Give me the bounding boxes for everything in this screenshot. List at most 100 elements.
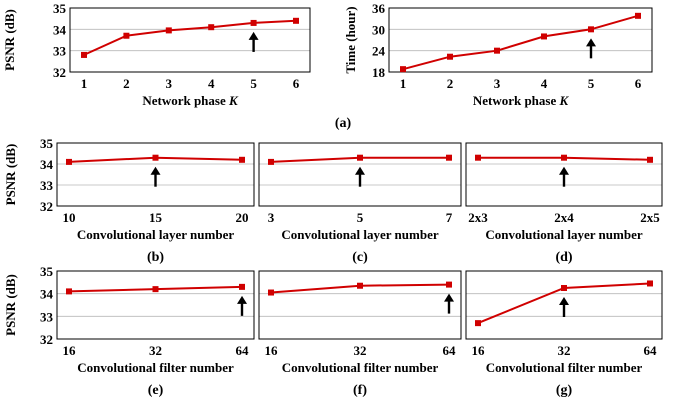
y-tick-label: 32 <box>53 65 66 80</box>
arrow-head <box>559 297 569 305</box>
series-line <box>83 19 297 56</box>
x-axis-label-text: Convolutional filter number <box>486 360 643 375</box>
x-tick-label: 15 <box>149 210 163 225</box>
data-point <box>123 32 130 39</box>
x-tick-label: 16 <box>265 343 279 358</box>
data-point <box>152 154 159 161</box>
y-tick-label: 36 <box>372 1 386 16</box>
x-tick-label: 5 <box>250 76 257 91</box>
y-tick-label: 33 <box>53 44 67 59</box>
x-axis-label-symbol: K <box>559 93 570 108</box>
data-point <box>239 156 245 163</box>
x-tick-label: 5 <box>588 76 595 91</box>
x-tick-label: 3 <box>166 76 173 91</box>
x-tick-label: 20 <box>236 210 249 225</box>
x-tick-label: 7 <box>446 210 453 225</box>
x-axis-label-text: Convolutional filter number <box>77 360 234 375</box>
chart-a2: 18 24 30 36 1 2 3 4 5 6 Time (hour) Network phase K <box>343 1 653 108</box>
selection-arrow <box>237 295 247 316</box>
x-axis-label-text: Convolutional filter number <box>282 360 439 375</box>
x-axis-label-text: Network phase <box>142 93 229 108</box>
data-point <box>152 286 159 293</box>
data-point <box>268 158 274 165</box>
x-tick-label: 16 <box>63 343 77 358</box>
arrow-head <box>559 166 569 175</box>
x-axis-label: Convolutional layer number <box>77 227 234 242</box>
data-point <box>81 51 87 58</box>
selection-arrow <box>559 297 569 317</box>
x-tick-label: 4 <box>541 76 548 91</box>
selection-arrow <box>586 38 596 59</box>
selection-arrow <box>150 166 161 187</box>
x-tick-label: 2 <box>447 76 454 91</box>
x-axis-label: Convolutional layer number <box>281 227 438 242</box>
x-axis-label: Convolutional layer number <box>485 227 642 242</box>
panel-label: (g) <box>556 383 573 398</box>
data-point <box>635 12 641 19</box>
data-point <box>446 281 452 288</box>
selection-arrow <box>559 166 569 187</box>
x-tick-label: 16 <box>472 343 486 358</box>
series-line <box>402 14 639 71</box>
plot-frame <box>69 7 311 73</box>
panel-label-a: (a) <box>335 116 352 131</box>
arrow-head <box>150 166 161 175</box>
x-tick-label: 2x4 <box>554 210 574 225</box>
plot-frame <box>388 7 653 73</box>
panel-label: (d) <box>555 250 572 265</box>
y-tick-label: 30 <box>372 22 385 37</box>
data-point <box>647 280 653 287</box>
data-point <box>66 158 72 165</box>
x-axis-label: Network phase K <box>473 93 570 108</box>
data-point <box>239 283 245 290</box>
y-axis-label: Time (hour) <box>343 6 358 73</box>
arrow-head <box>248 31 259 40</box>
y-tick-label: 34 <box>40 287 54 302</box>
data-point <box>293 17 299 24</box>
data-point <box>357 282 363 289</box>
data-point <box>561 285 567 291</box>
x-tick-label: 2 <box>123 76 130 91</box>
data-point <box>494 47 500 54</box>
data-point <box>66 288 72 295</box>
data-point <box>357 154 363 161</box>
y-tick-label: 18 <box>372 65 386 80</box>
y-tick-label: 34 <box>40 157 54 172</box>
plot-frame <box>258 142 462 207</box>
arrow-head <box>355 166 365 175</box>
arrow-head <box>586 38 596 47</box>
plot-frame <box>258 270 462 340</box>
x-tick-label: 64 <box>443 343 457 358</box>
arrow-head <box>237 295 247 304</box>
x-axis-label-text: Convolutional layer number <box>77 227 234 242</box>
data-point <box>250 19 257 26</box>
x-axis-label-text: Convolutional layer number <box>485 227 642 242</box>
x-tick-label: 2x3 <box>468 210 488 225</box>
data-point <box>446 154 452 161</box>
x-tick-label: 32 <box>354 343 367 358</box>
x-tick-label: 5 <box>357 210 364 225</box>
data-point <box>268 289 274 296</box>
y-tick-label: 32 <box>40 332 53 347</box>
y-tick-label: 24 <box>372 44 386 59</box>
y-tick-label: 32 <box>40 199 53 214</box>
panel-label: (f) <box>353 383 367 398</box>
plot-frame <box>465 270 663 340</box>
x-axis-label-symbol: K <box>228 93 239 108</box>
x-axis-label: Network phase K <box>142 93 239 108</box>
data-point <box>400 66 406 73</box>
y-axis-label: PSNR (dB) <box>3 144 18 206</box>
x-tick-label: 6 <box>635 76 642 91</box>
x-tick-label: 32 <box>558 343 571 358</box>
arrow-head <box>444 293 454 302</box>
data-point <box>447 53 453 60</box>
x-tick-label: 1 <box>81 76 88 91</box>
panel-label: (c) <box>352 250 368 265</box>
y-tick-label: 35 <box>53 1 67 16</box>
y-tick-label: 35 <box>40 136 54 151</box>
data-point <box>475 154 481 161</box>
data-point <box>647 156 653 163</box>
selection-arrow <box>248 31 259 52</box>
x-tick-label: 6 <box>293 76 300 91</box>
